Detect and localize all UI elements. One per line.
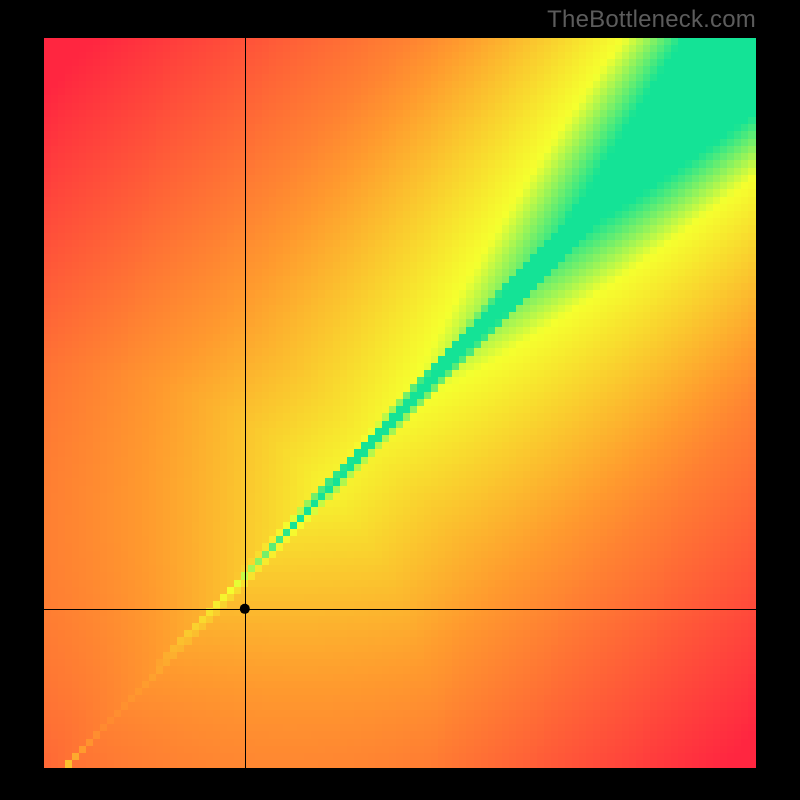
bottleneck-heatmap <box>44 38 756 768</box>
plot-area <box>44 38 756 768</box>
watermark-text: TheBottleneck.com <box>547 6 756 34</box>
figure-frame: TheBottleneck.com <box>0 0 800 800</box>
